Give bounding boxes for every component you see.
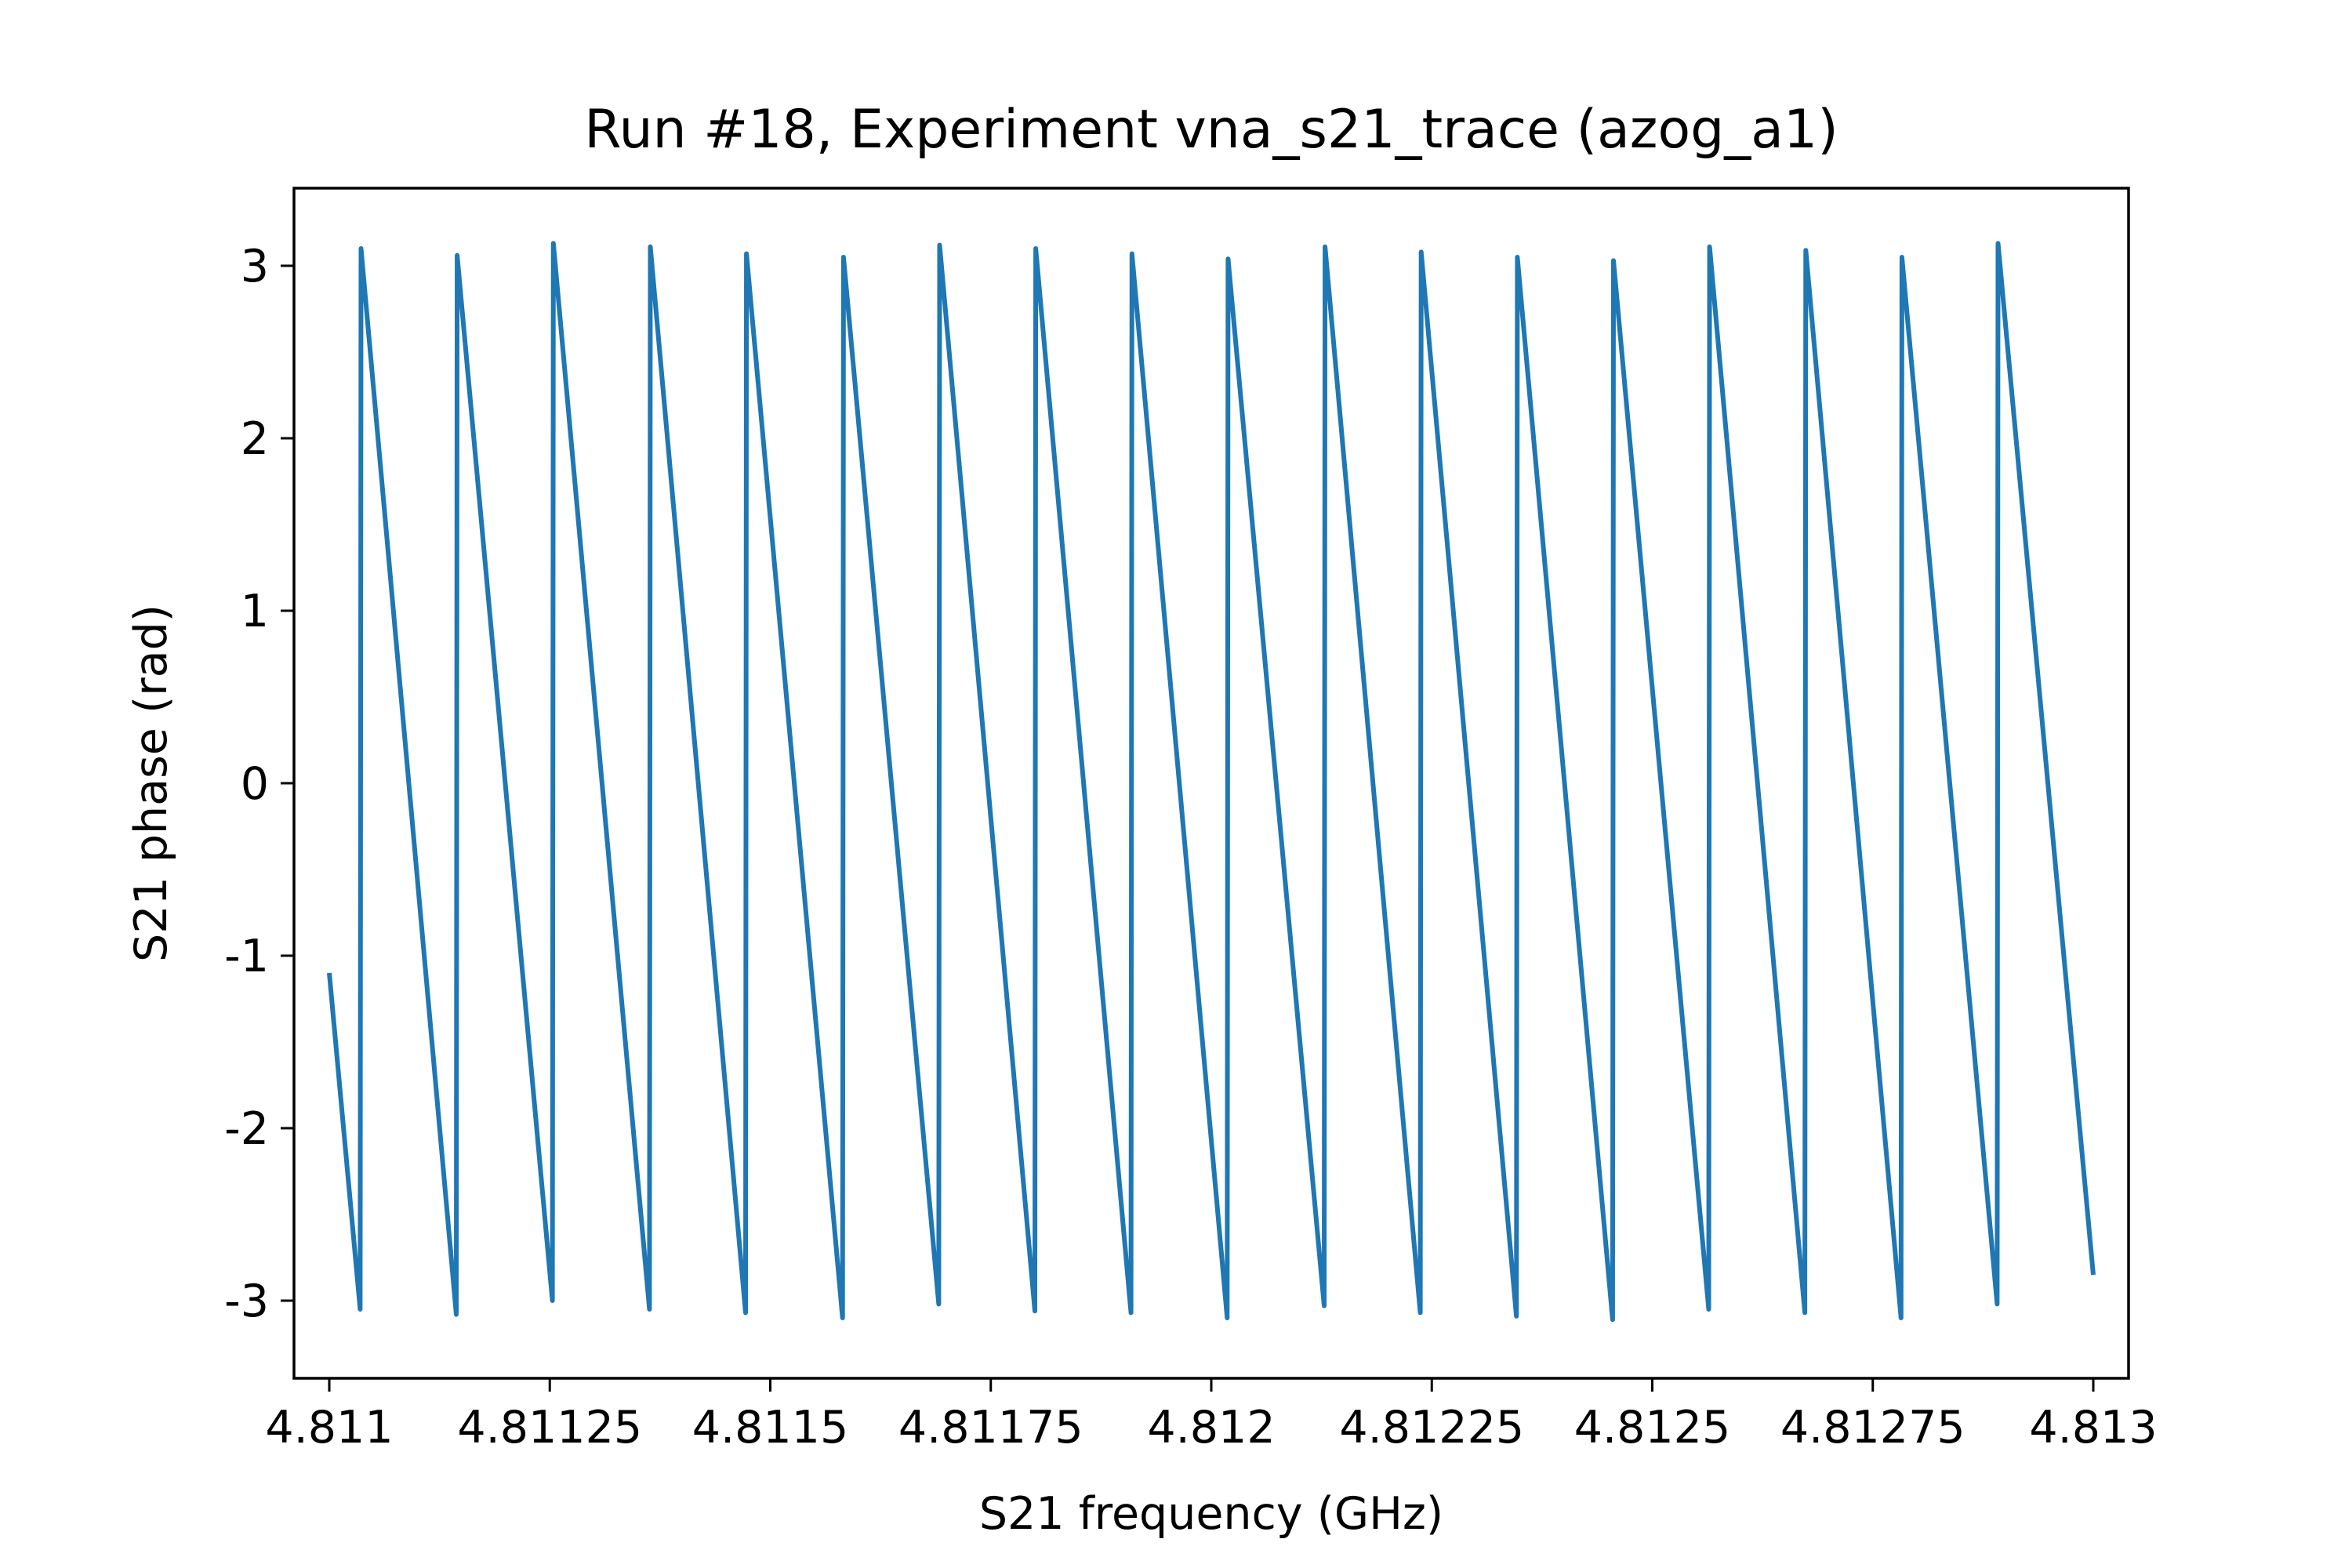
y-tick-label: 0 <box>241 758 269 810</box>
y-axis-title: S21 phase (rad) <box>125 604 177 962</box>
y-tick-label: 3 <box>241 241 269 292</box>
y-tick-label: -1 <box>224 931 269 982</box>
x-tick-label: 4.81125 <box>457 1402 642 1454</box>
y-tick-label: 2 <box>241 413 269 465</box>
y-tick-label: -2 <box>224 1103 269 1155</box>
x-tick-label: 4.81225 <box>1339 1402 1524 1454</box>
x-tick-label: 4.81175 <box>898 1402 1083 1454</box>
series-line-0 <box>327 241 2096 1323</box>
chart-title: Run #18, Experiment vna_s21_trace (azog_… <box>584 99 1838 161</box>
x-tick-label: 4.81275 <box>1780 1402 1965 1454</box>
y-tick-label: 1 <box>241 586 269 637</box>
x-axis-title: S21 frequency (GHz) <box>979 1488 1443 1540</box>
y-tick-label: -3 <box>224 1276 269 1327</box>
x-tick-label: 4.8115 <box>692 1402 848 1454</box>
x-tick-label: 4.8125 <box>1574 1402 1730 1454</box>
y-axis-ticks: 3 2 1 0 -1 -2 -3 <box>224 241 294 1327</box>
series-layer <box>327 241 2096 1323</box>
x-tick-label: 4.813 <box>2029 1402 2157 1454</box>
x-axis-ticks: 4.811 4.81125 4.8115 4.81175 4.812 4.81225 4.8… <box>265 1378 2158 1454</box>
x-tick-label: 4.812 <box>1147 1402 1275 1454</box>
x-tick-label: 4.811 <box>265 1402 393 1454</box>
